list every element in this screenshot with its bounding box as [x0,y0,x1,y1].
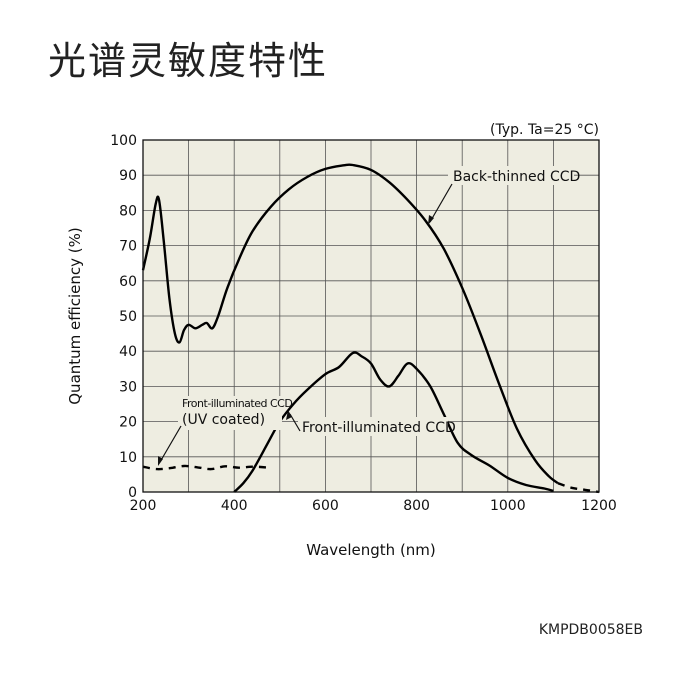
leader-line-back-thinned [429,183,453,223]
x-tick-label: 400 [221,498,248,514]
leader-line-uv-coated [159,425,182,463]
page-title: 光谱灵敏度特性 [48,39,329,83]
figure-code: KMPDB0058EB [538,622,643,638]
y-tick-label: 20 [119,415,137,431]
arrow-head-back-thinned [428,215,434,225]
annotation-back-thinned: Back-thinned CCD [453,169,580,185]
y-tick-label: 70 [119,239,137,255]
annotation-uv-coated-line2: (UV coated) [182,412,265,428]
y-tick-label: 60 [119,274,137,290]
plot-frame [142,139,600,493]
x-tick-label: 200 [130,498,157,514]
annotations: Back-thinned CCD Front-illuminated CCD F… [158,166,580,466]
arrow-head-front-illuminated [286,410,292,420]
condition-note: (Typ. Ta=25 °C) [490,122,599,138]
annotation-bg [178,396,282,430]
series-line-0 [141,163,559,485]
y-tick-label: 0 [128,485,137,501]
y-tick-label: 40 [119,344,137,360]
x-tick-label: 1200 [581,498,617,514]
annotation-bg [448,166,574,185]
y-tick-label: 30 [119,379,137,395]
x-axis-label: Wavelength (nm) [306,541,436,559]
annotation-front-illuminated: Front-illuminated CCD [302,420,456,436]
y-tick-label: 90 [119,168,137,184]
annotation-bg [298,417,448,436]
y-axis-label: Quantum efficiency (%) [66,227,84,405]
x-tick-label: 1000 [490,498,526,514]
x-tick-label: 600 [312,498,339,514]
series-line-1 [557,482,600,494]
y-tick-label: 50 [119,309,137,325]
x-tick-label: 800 [403,498,430,514]
arrow-head-uv-coated [158,456,163,466]
y-tick-label: 80 [119,203,137,219]
y-tick-label: 10 [119,450,137,466]
annotation-uv-coated-line1: Front-illuminated CCD [182,397,292,410]
y-tick-label: 100 [110,133,137,149]
tick-labels: 0 10 20 30 40 50 60 70 80 90 100 200 400 600 800 1000 12… [110,133,617,514]
